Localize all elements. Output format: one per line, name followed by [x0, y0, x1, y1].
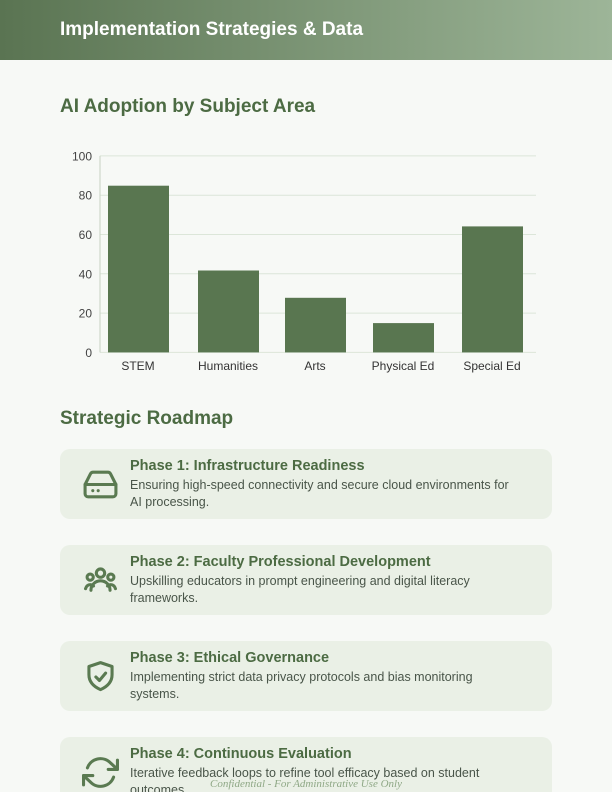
svg-text:Physical Ed: Physical Ed — [372, 359, 435, 373]
svg-text:Special Ed: Special Ed — [463, 359, 520, 373]
svg-text:80: 80 — [79, 189, 93, 203]
svg-text:Arts: Arts — [304, 359, 325, 373]
svg-text:Humanities: Humanities — [198, 359, 258, 373]
svg-text:40: 40 — [79, 267, 93, 281]
svg-text:20: 20 — [79, 307, 93, 321]
svg-text:60: 60 — [79, 228, 93, 242]
svg-text:0: 0 — [85, 346, 92, 360]
svg-text:100: 100 — [72, 149, 92, 163]
svg-text:STEM: STEM — [121, 359, 154, 373]
